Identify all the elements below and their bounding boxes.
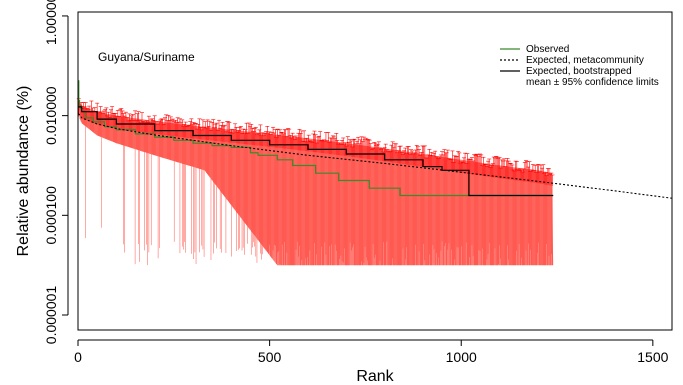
y-axis: 0.000001 0.000100 0.010000 1.000000 bbox=[43, 0, 69, 345]
error-bars bbox=[76, 98, 555, 266]
x-axis-title: Rank bbox=[356, 368, 394, 385]
x-tick-label: 500 bbox=[258, 349, 282, 365]
x-tick-label: 0 bbox=[74, 349, 82, 365]
x-axis: 0 500 1000 1500 bbox=[74, 339, 669, 365]
x-tick-label: 1500 bbox=[637, 349, 668, 365]
y-tick-label: 0.000001 bbox=[43, 286, 59, 345]
series-layer bbox=[77, 80, 673, 199]
legend-label: Expected, bootstrapped bbox=[526, 66, 632, 77]
panel-label: Guyana/Suriname bbox=[98, 50, 195, 64]
y-axis-title: Relative abundance (%) bbox=[15, 86, 32, 257]
legend-label: Observed bbox=[526, 44, 569, 55]
confidence-band-layer bbox=[76, 98, 555, 266]
plot-frame bbox=[77, 11, 673, 331]
legend-label: mean ± 95% confidence limits bbox=[526, 77, 659, 88]
series-expected-metacommunity bbox=[77, 113, 673, 199]
x-tick-label: 1000 bbox=[446, 349, 477, 365]
y-tick-label: 0.000100 bbox=[43, 186, 59, 245]
y-tick-label: 0.010000 bbox=[43, 86, 59, 145]
y-tick-label: 1.000000 bbox=[43, 0, 59, 45]
legend-label: Expected, metacommunity bbox=[526, 55, 644, 66]
series-expected-bootstrapped bbox=[78, 106, 554, 197]
